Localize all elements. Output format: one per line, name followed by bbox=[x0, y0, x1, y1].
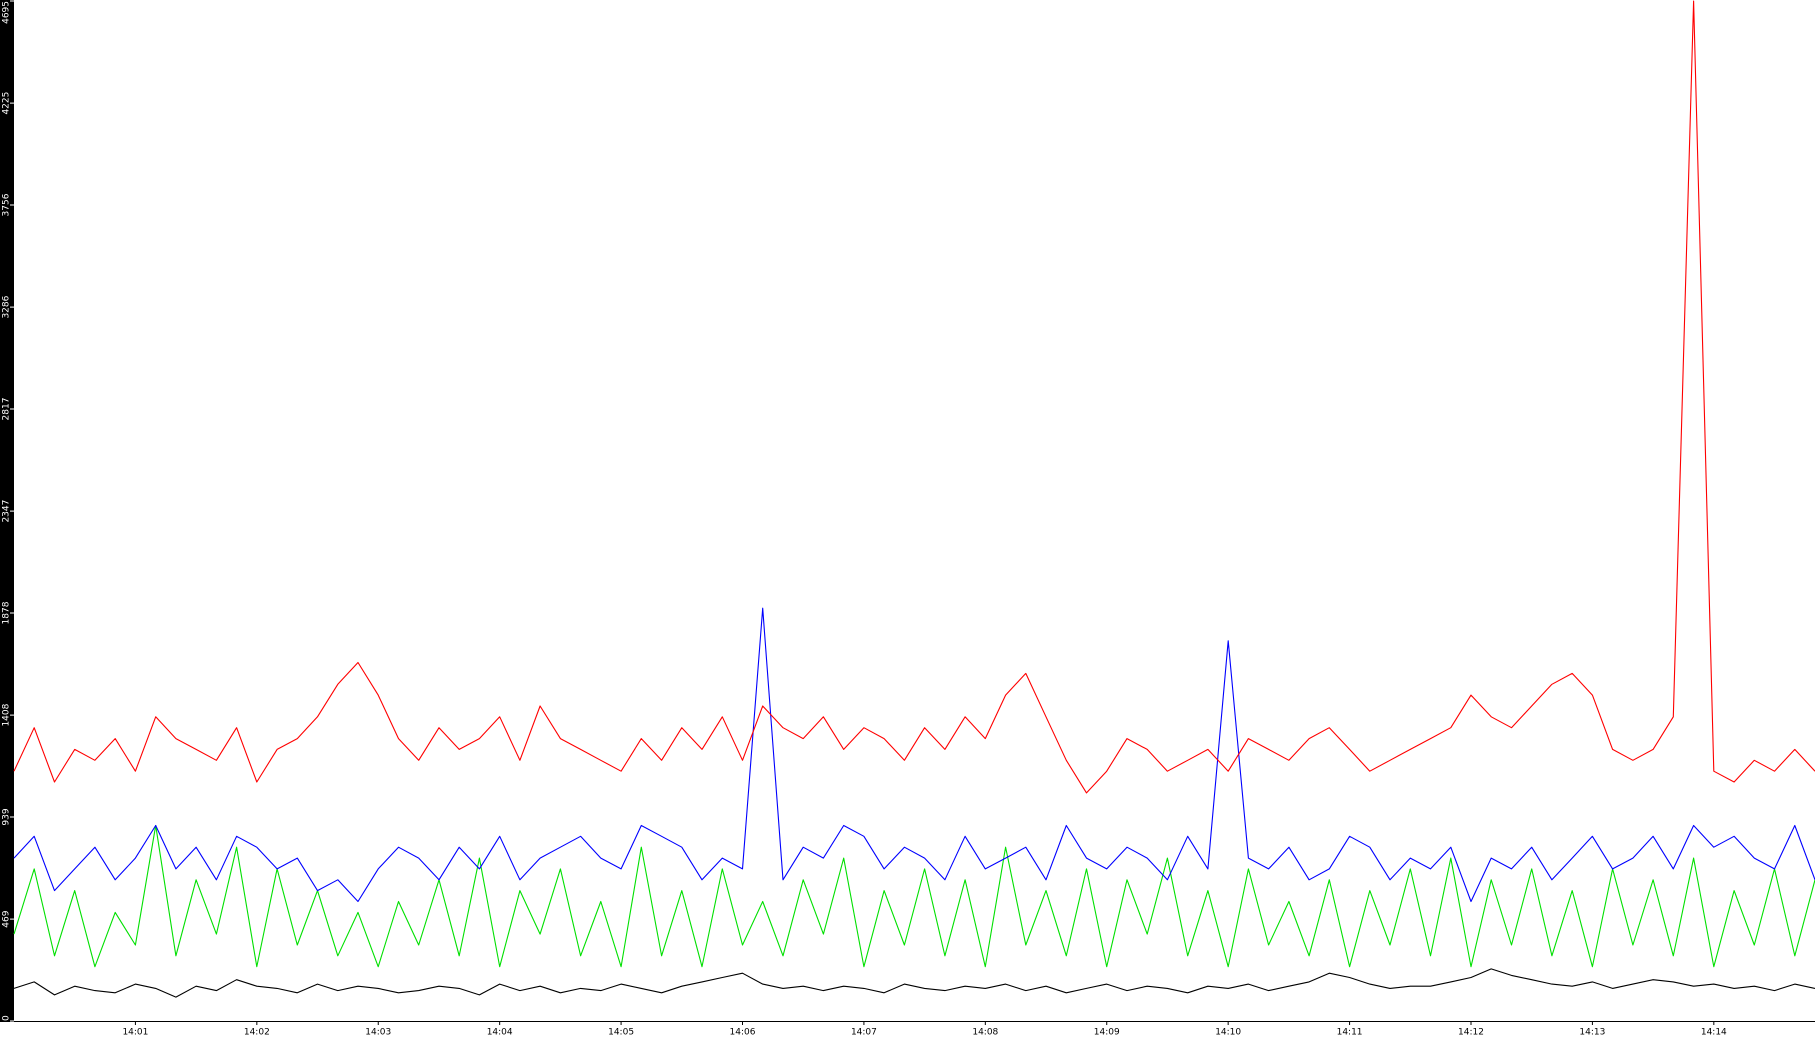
x-tick-label: 14:14 bbox=[1701, 1028, 1727, 1038]
x-tick-label: 14:01 bbox=[122, 1028, 148, 1038]
x-tick-label: 14:12 bbox=[1458, 1028, 1484, 1038]
x-tick-label: 14:03 bbox=[365, 1028, 391, 1038]
y-tick-label: 4225 bbox=[2, 92, 12, 115]
x-tick-label: 14:13 bbox=[1579, 1028, 1605, 1038]
x-tick-label: 14:06 bbox=[730, 1028, 756, 1038]
y-tick-label: 939 bbox=[2, 808, 12, 825]
series-line bbox=[13, 968, 1815, 998]
y-tick-label: 1408 bbox=[2, 703, 12, 726]
x-tick-label: 14:09 bbox=[1094, 1028, 1120, 1038]
x-tick-label: 14:04 bbox=[487, 1028, 513, 1038]
y-tick-label: 469 bbox=[2, 910, 12, 927]
y-tick-label: 1878 bbox=[2, 601, 12, 624]
series-line bbox=[13, 607, 1815, 903]
x-tick-label: 14:11 bbox=[1337, 1028, 1363, 1038]
x-tick-label: 14:10 bbox=[1215, 1028, 1241, 1038]
x-tick-label: 14:08 bbox=[972, 1028, 998, 1038]
y-tick-label: 2817 bbox=[2, 398, 12, 421]
x-tick-label: 14:02 bbox=[244, 1028, 270, 1038]
y-tick-label: 3756 bbox=[2, 193, 12, 216]
x-tick-label: 14:07 bbox=[851, 1028, 877, 1038]
y-tick-label: 4695 bbox=[2, 1, 12, 24]
y-tick-label: 3286 bbox=[2, 295, 12, 318]
series-line bbox=[13, 0, 1815, 794]
series-line bbox=[13, 824, 1815, 968]
y-axis-band bbox=[0, 0, 14, 1022]
y-tick-label: 2347 bbox=[2, 500, 12, 523]
y-tick-label: 0 bbox=[2, 1015, 12, 1021]
x-tick-label: 14:05 bbox=[608, 1028, 634, 1038]
